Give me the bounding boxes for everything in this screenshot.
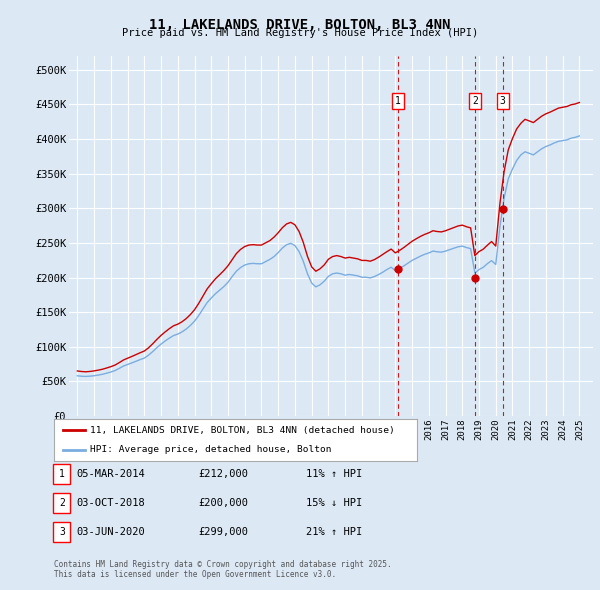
Text: 03-JUN-2020: 03-JUN-2020 [76, 527, 145, 536]
Text: 3: 3 [59, 527, 65, 536]
Text: £212,000: £212,000 [198, 469, 248, 478]
Text: Price paid vs. HM Land Registry's House Price Index (HPI): Price paid vs. HM Land Registry's House … [122, 28, 478, 38]
Text: 05-MAR-2014: 05-MAR-2014 [76, 469, 145, 478]
Text: 15% ↓ HPI: 15% ↓ HPI [306, 498, 362, 507]
Text: 2: 2 [59, 498, 65, 507]
Text: 11% ↑ HPI: 11% ↑ HPI [306, 469, 362, 478]
Text: Contains HM Land Registry data © Crown copyright and database right 2025.
This d: Contains HM Land Registry data © Crown c… [54, 560, 392, 579]
Text: 1: 1 [59, 469, 65, 478]
Text: 2: 2 [472, 96, 478, 106]
Text: 11, LAKELANDS DRIVE, BOLTON, BL3 4NN: 11, LAKELANDS DRIVE, BOLTON, BL3 4NN [149, 18, 451, 32]
Text: 1: 1 [395, 96, 401, 106]
Text: HPI: Average price, detached house, Bolton: HPI: Average price, detached house, Bolt… [90, 445, 332, 454]
Text: 21% ↑ HPI: 21% ↑ HPI [306, 527, 362, 536]
Text: £299,000: £299,000 [198, 527, 248, 536]
Text: 11, LAKELANDS DRIVE, BOLTON, BL3 4NN (detached house): 11, LAKELANDS DRIVE, BOLTON, BL3 4NN (de… [90, 426, 395, 435]
Text: £200,000: £200,000 [198, 498, 248, 507]
Text: 3: 3 [500, 96, 506, 106]
Text: 03-OCT-2018: 03-OCT-2018 [76, 498, 145, 507]
